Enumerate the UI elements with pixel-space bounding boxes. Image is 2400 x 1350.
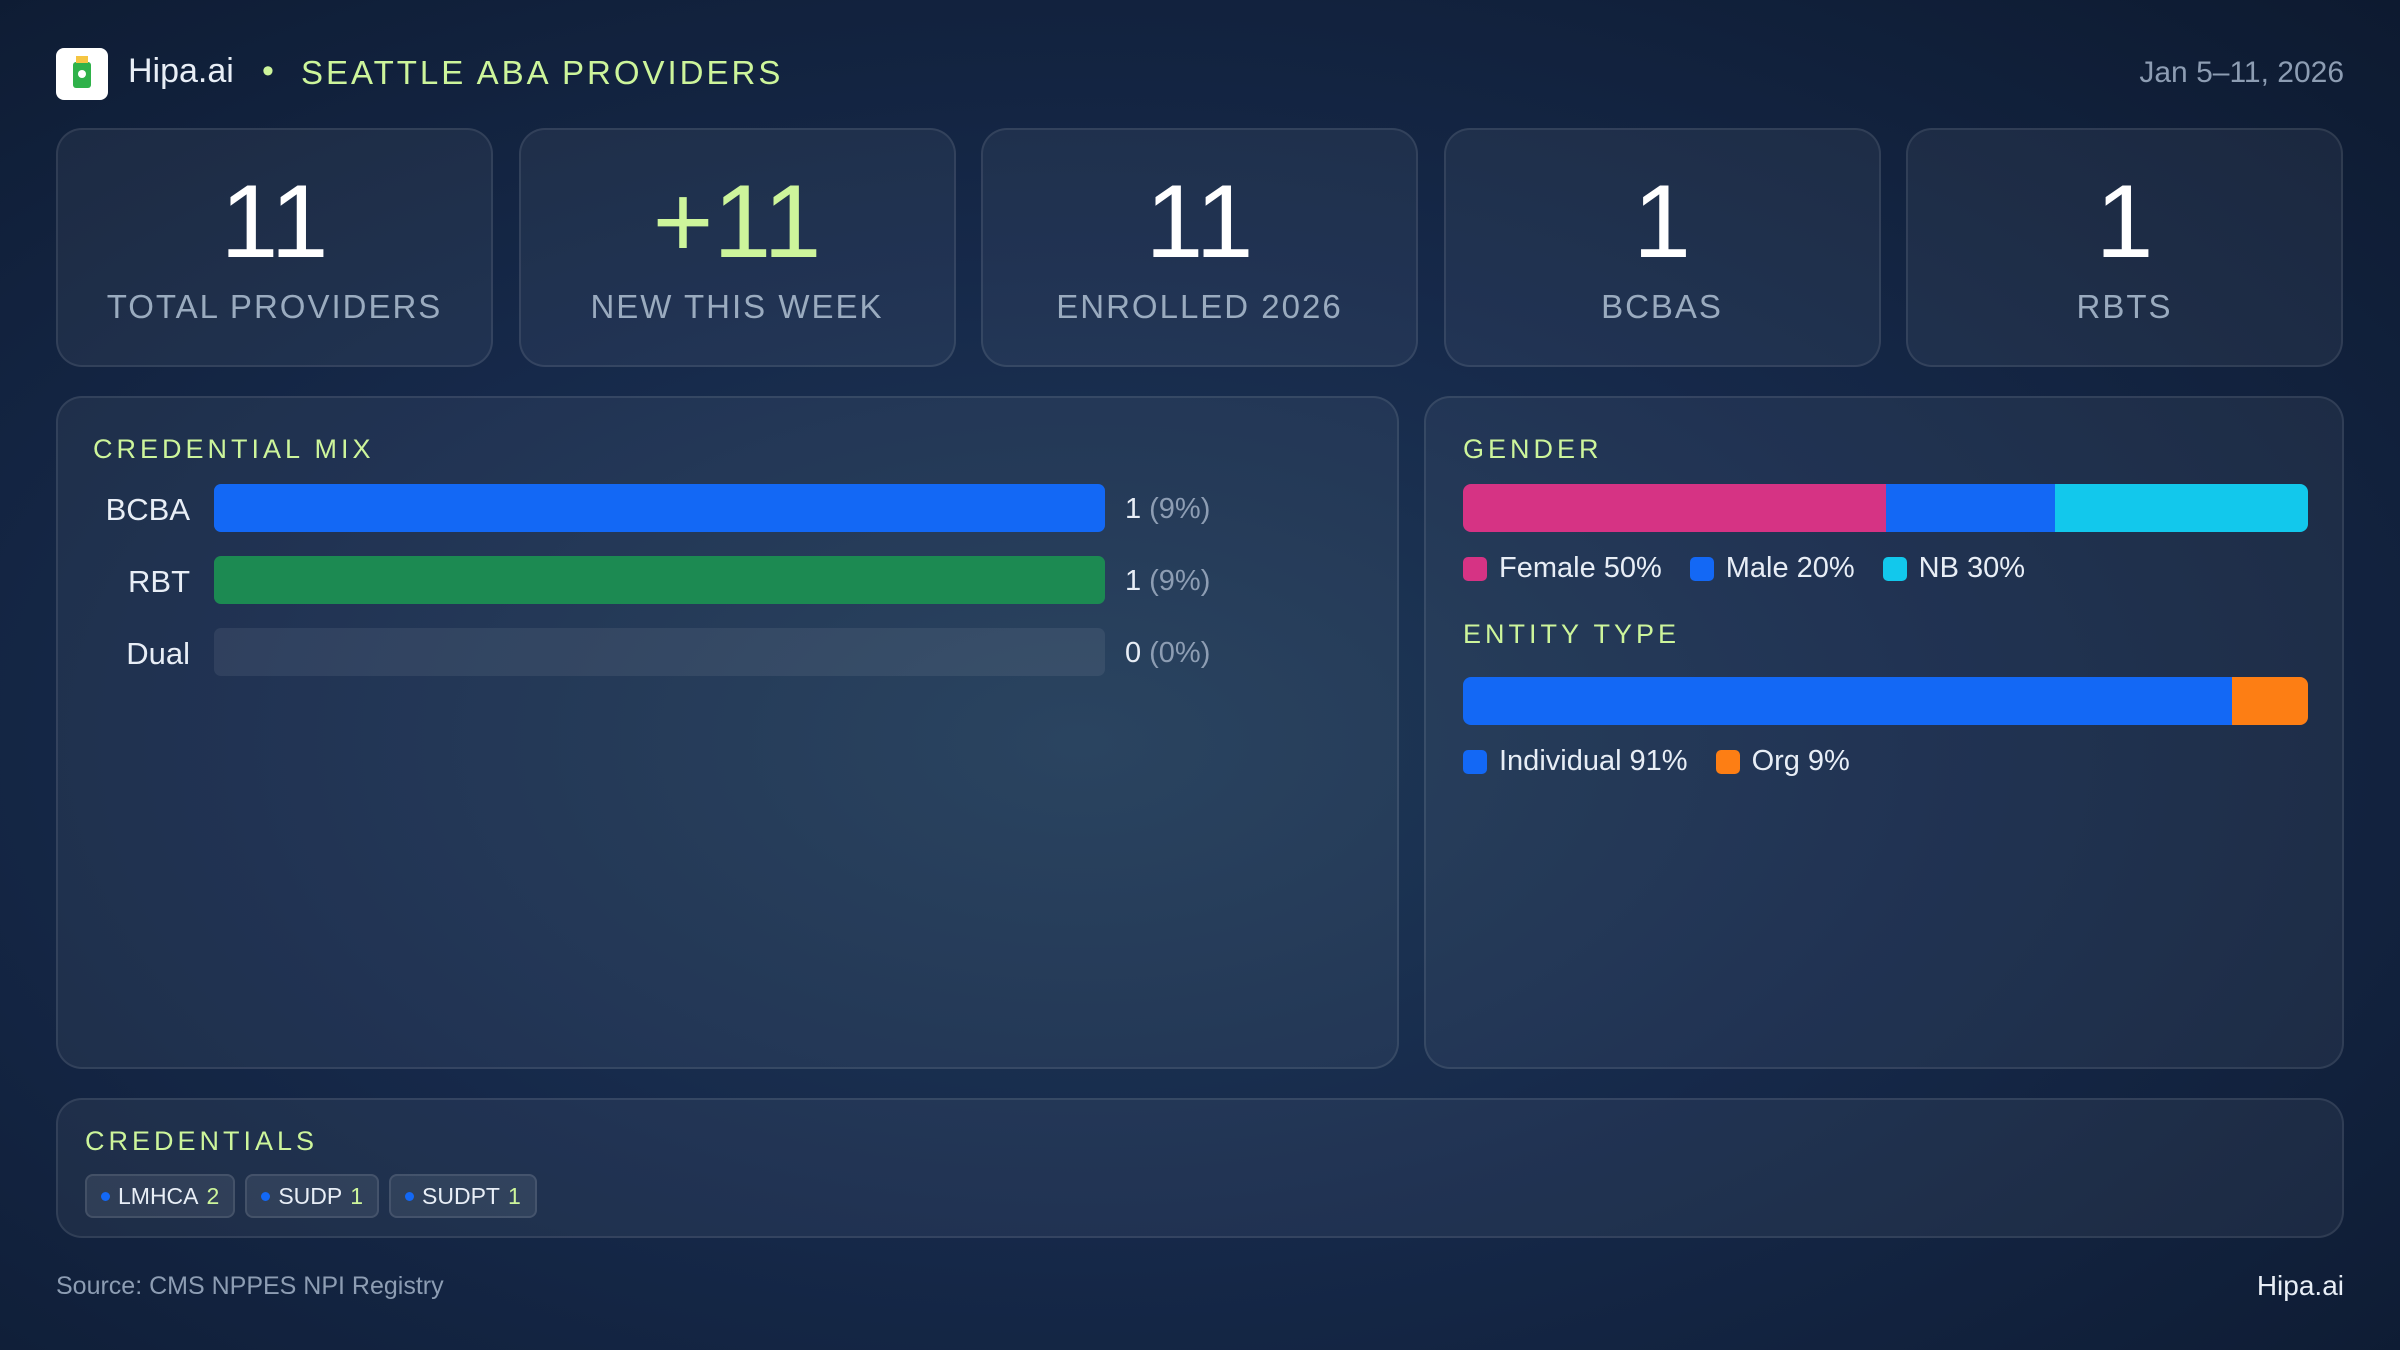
- legend: Individual 91% Org 9%: [1463, 745, 1850, 778]
- legend-item: Female 50%: [1463, 552, 1662, 585]
- footer-brand: Hipa.ai: [2256, 1270, 2344, 1301]
- kpi-value: 11: [1145, 164, 1254, 280]
- bar-value: 0 (0%): [1125, 637, 1210, 670]
- bar-track: [214, 556, 1105, 604]
- chip-name: SUDP: [278, 1182, 343, 1209]
- legend-name: Individual: [1499, 745, 1622, 777]
- legend-name: Org: [1751, 745, 1800, 777]
- demographics-panel: GENDER Female 50% Male 20% NB 30% ENTITY TYPE…: [1424, 396, 2344, 1069]
- bar-label: Dual: [126, 636, 190, 671]
- legend-name: Female: [1499, 552, 1596, 584]
- kpi-label: ENROLLED 2026: [1056, 288, 1343, 325]
- kpi-card: 1 BCBAS: [1443, 128, 1881, 367]
- legend-value: 91%: [1629, 745, 1688, 777]
- bar-segment: [2054, 484, 2308, 532]
- bar: [214, 484, 1105, 532]
- legend-swatch: [1463, 749, 1487, 774]
- bar-segment: [1463, 677, 2232, 725]
- section-title: ENTITY TYPE: [1463, 619, 1681, 649]
- bar-segment: [1885, 484, 2055, 532]
- percent: (0%): [1149, 637, 1211, 669]
- kpi-card: 1 RBTS: [1906, 128, 2343, 367]
- chip-count: 2: [206, 1182, 220, 1209]
- section-title: GENDER: [1463, 434, 1603, 464]
- count: 0: [1125, 637, 1142, 669]
- bar-segment: [2231, 677, 2308, 725]
- legend-value: 20%: [1796, 552, 1855, 584]
- bar-label: RBT: [128, 564, 190, 599]
- credential-chip: LMHCA 2: [85, 1174, 236, 1218]
- chip-count: 1: [507, 1182, 521, 1209]
- legend-swatch: [1689, 556, 1714, 581]
- chip-dot: [261, 1191, 271, 1201]
- source-note: Source: CMS NPPES NPI Registry: [56, 1272, 444, 1300]
- section-title: CREDENTIALS: [85, 1126, 319, 1156]
- legend-swatch: [1882, 556, 1907, 581]
- kpi-label: BCBAS: [1601, 288, 1723, 325]
- kpi-value: 1: [1633, 164, 1691, 280]
- kpi-label: NEW THIS WEEK: [590, 288, 884, 325]
- credential-chip: SUDPT 1: [389, 1174, 537, 1218]
- bar-value: 1 (9%): [1125, 493, 1210, 526]
- stacked-bar: [1463, 484, 2308, 532]
- credential-mix-panel: CREDENTIAL MIX BCBA 1 (9%) RBT 1 (9%) Dual 0 (0%…: [56, 396, 1399, 1069]
- kpi-value: 1: [2095, 164, 2154, 280]
- kpi-card: +11 NEW THIS WEEK: [518, 128, 956, 367]
- bar: [214, 556, 1105, 604]
- separator-dot: •: [262, 52, 274, 90]
- kpi-label: TOTAL PROVIDERS: [106, 288, 443, 325]
- legend-item: NB 30%: [1882, 552, 2025, 585]
- legend-name: NB: [1918, 552, 1959, 584]
- bar-track: [214, 628, 1105, 676]
- bar-track: [214, 484, 1105, 532]
- percent: (9%): [1149, 493, 1211, 525]
- kpi-card: 11 TOTAL PROVIDERS: [56, 128, 493, 367]
- legend-item: Male 20%: [1689, 552, 1855, 585]
- chip-dot: [405, 1191, 415, 1201]
- count: 1: [1125, 565, 1142, 597]
- credential-chip: SUDP 1: [245, 1174, 380, 1218]
- bar-segment: [1463, 484, 1886, 532]
- chip-list: LMHCA 2 SUDP 1 SUDPT 1: [85, 1174, 537, 1218]
- chip-count: 1: [350, 1182, 364, 1209]
- chip-name: SUDPT: [422, 1182, 500, 1209]
- percent: (9%): [1149, 565, 1211, 597]
- credentials-panel: CREDENTIALS LMHCA 2 SUDP 1 SUDPT 1: [56, 1098, 2344, 1238]
- legend-swatch: [1463, 556, 1487, 581]
- kpi-value: 11: [220, 164, 329, 280]
- brand: Hipa.ai: [128, 52, 234, 90]
- stacked-bar: [1463, 677, 2308, 725]
- bar-label: BCBA: [105, 492, 190, 527]
- logo-icon: [73, 56, 91, 88]
- legend-value: 30%: [1966, 552, 2025, 584]
- chip-name: LMHCA: [118, 1182, 199, 1209]
- kpi-label: RBTS: [2076, 288, 2173, 325]
- legend-name: Male: [1725, 552, 1789, 584]
- legend-value: 50%: [1603, 552, 1662, 584]
- bar-value: 1 (9%): [1125, 565, 1210, 598]
- legend: Female 50% Male 20% NB 30%: [1463, 552, 2025, 585]
- kpi-card: 11 ENROLLED 2026: [981, 128, 1418, 367]
- count: 1: [1125, 493, 1142, 525]
- chip-dot: [101, 1191, 110, 1201]
- legend-value: 9%: [1807, 745, 1850, 777]
- legend-item: Org 9%: [1715, 745, 1850, 778]
- legend-item: Individual 91%: [1463, 745, 1688, 778]
- legend-swatch: [1715, 749, 1740, 774]
- section-title: CREDENTIAL MIX: [93, 434, 375, 464]
- page-title: SEATTLE ABA PROVIDERS: [301, 54, 784, 91]
- logo: [56, 48, 108, 100]
- kpi-value: +11: [652, 164, 822, 280]
- date-range: Jan 5–11, 2026: [2139, 56, 2344, 89]
